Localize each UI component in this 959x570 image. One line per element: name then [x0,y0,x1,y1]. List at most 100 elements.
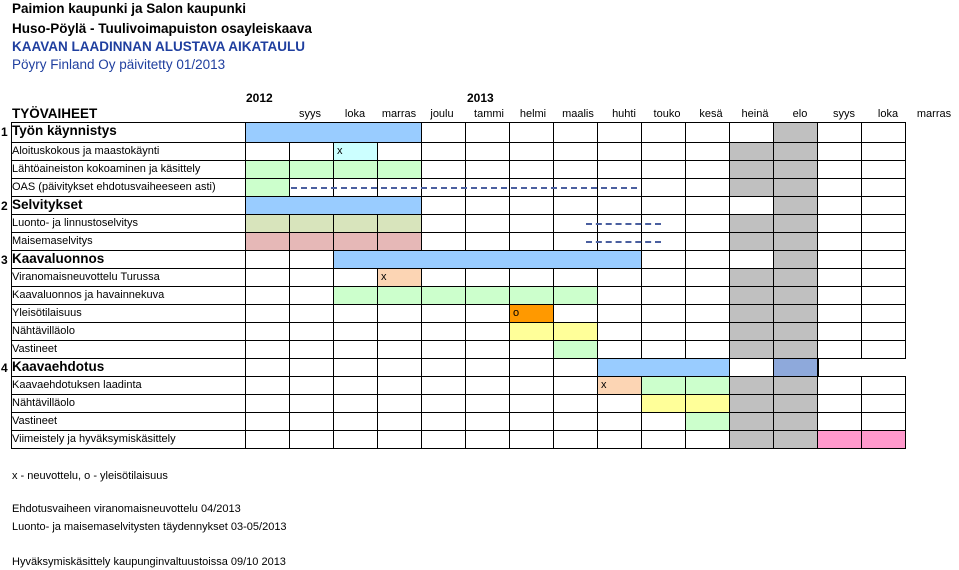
grid-cell [509,358,554,377]
label-cell [11,178,246,197]
phase-span [333,250,642,269]
grid-cell [245,250,290,269]
grid-cell [729,358,774,377]
grid-cell [861,232,906,251]
grid-cell [377,358,422,377]
grid-cell [553,412,598,431]
grid-cell [377,304,422,323]
grid-cell [773,160,818,179]
phase-span [597,358,730,377]
grid-cell [597,286,642,305]
grid-cell [509,394,554,413]
grid-cell [773,214,818,233]
grid-cell [509,122,554,143]
label-cell [11,430,246,449]
meeting-marker: x [337,145,343,157]
grid-cell [773,268,818,287]
grid-cell [289,322,334,341]
grid-cell [553,376,598,395]
grid-cell [245,322,290,341]
task-label: Viranomaisneuvottelu Turussa [12,271,160,283]
task-label: Yleisötilaisuus [12,307,82,319]
grid-cell [597,412,642,431]
grid-cell [817,214,862,233]
grid-cell [465,322,510,341]
month-label: maalis [562,108,594,120]
label-cell [11,214,246,233]
task-label: Vastineet [12,415,58,427]
grid-cell [289,232,334,251]
grid-cell [817,376,862,395]
label-cell [11,358,246,377]
grid-cell [729,160,774,179]
grid-cell [817,160,862,179]
phase-number: 1 [1,125,8,139]
grid-cell [685,376,730,395]
grid-cell [817,268,862,287]
grid-cell [773,394,818,413]
year-2012: 2012 [246,91,273,105]
grid-cell [509,412,554,431]
month-label: marras [381,108,417,120]
grid-cell [421,376,466,395]
grid-cell [729,286,774,305]
grid-cell [861,430,906,449]
grid-cell [861,304,906,323]
grid-cell [377,160,422,179]
grid-cell [817,196,862,215]
grid-cell [465,358,510,377]
grid-cell [245,304,290,323]
grid-cell [597,196,642,215]
grid-cell [685,160,730,179]
grid-cell [421,160,466,179]
grid-cell [817,250,862,269]
header-line-3: KAAVAN LAADINNAN ALUSTAVA AIKATAULU [12,39,305,54]
grid-cell [245,160,290,179]
grid-cell [773,376,818,395]
grid-cell [729,340,774,359]
grid-cell [641,376,686,395]
phase-span [245,196,422,215]
month-label: heinä [741,108,769,120]
grid-cell [597,142,642,161]
grid-cell [421,214,466,233]
grid-cell [729,268,774,287]
grid-cell [421,268,466,287]
grid-cell [817,178,862,197]
label-cell [11,160,246,179]
grid-cell [597,394,642,413]
month-label: syys [833,108,855,120]
year-2013: 2013 [467,91,494,105]
grid-cell [509,160,554,179]
grid-cell [333,340,378,359]
grid-cell [861,412,906,431]
grid-cell [245,340,290,359]
grid-cell [465,214,510,233]
grid-cell [597,340,642,359]
month-label: loka [344,108,366,120]
grid-cell [685,232,730,251]
grid-cell [641,142,686,161]
grid-cell [245,214,290,233]
grid-cell [597,122,642,143]
grid-cell [861,196,906,215]
grid-cell [773,304,818,323]
grid-cell [861,376,906,395]
grid-cell [685,268,730,287]
grid-cell [553,430,598,449]
grid-cell [773,412,818,431]
task-label: Lähtöaineiston kokoaminen ja käsittely [12,163,201,175]
meeting-marker: x [381,271,387,283]
grid-cell [861,142,906,161]
grid-cell [729,322,774,341]
phase-label: Työn käynnistys [12,123,117,138]
oas-dashed-line [291,187,637,189]
grid-cell [465,394,510,413]
grid-cell [553,196,598,215]
grid-cell [817,394,862,413]
task-label: Viimeistely ja hyväksymiskäsittely [12,433,176,445]
grid-cell [817,142,862,161]
grid-cell [421,340,466,359]
grid-cell [553,160,598,179]
grid-cell [597,160,642,179]
